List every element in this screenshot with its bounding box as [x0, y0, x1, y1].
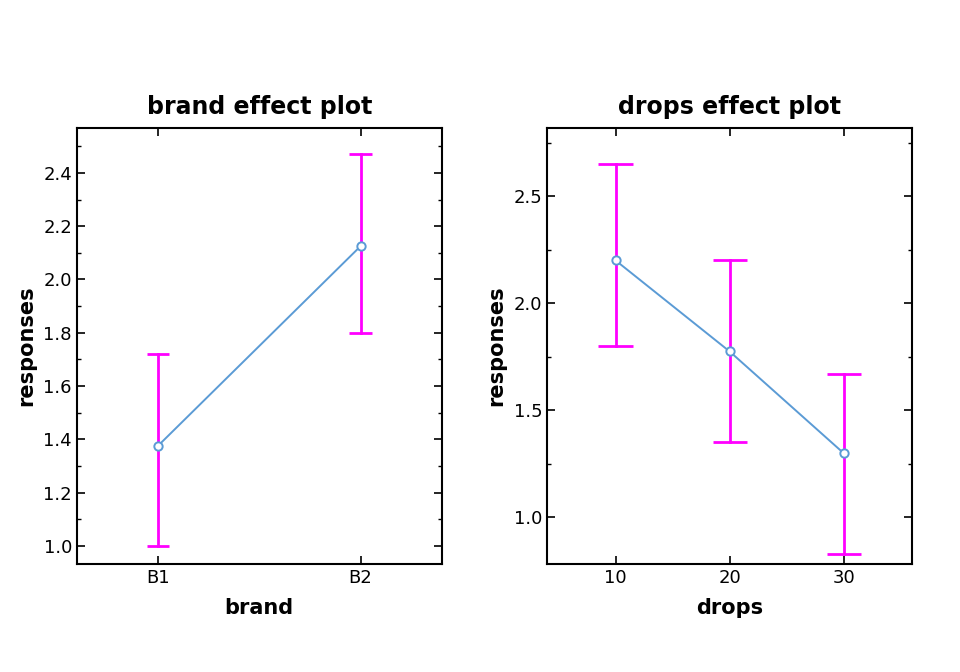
X-axis label: drops: drops [696, 599, 763, 618]
Y-axis label: responses: responses [16, 286, 36, 407]
Title: brand effect plot: brand effect plot [147, 95, 372, 119]
X-axis label: brand: brand [225, 599, 294, 618]
Y-axis label: responses: responses [487, 286, 507, 407]
Title: drops effect plot: drops effect plot [618, 95, 841, 119]
